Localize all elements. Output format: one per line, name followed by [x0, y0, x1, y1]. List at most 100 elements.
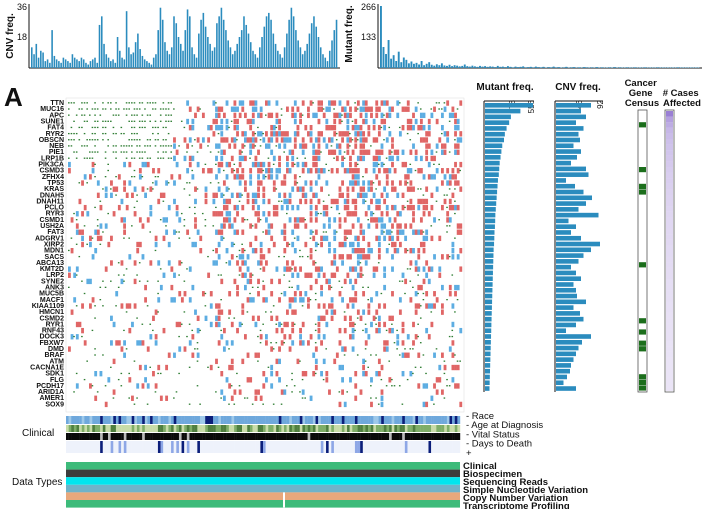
mutation-mark: [398, 354, 401, 356]
cnv-loss-cell: [454, 125, 457, 131]
cnv-loss-cell: [380, 217, 384, 223]
cnv-gain-cell: [414, 303, 418, 309]
cnv-loss-cell: [338, 149, 342, 155]
cnv-loss-cell: [454, 149, 457, 155]
cnv-gain-cell: [217, 309, 221, 315]
mutation-mark: [341, 120, 343, 122]
cnv-loss-cell: [398, 297, 402, 303]
cnv-gain-cell: [104, 266, 108, 272]
mutation-mark: [351, 120, 354, 122]
clinical-age-cell: [370, 425, 374, 432]
cnv-hist-bar: [202, 12, 205, 69]
cnv-loss-cell: [401, 149, 405, 155]
gene-label: CACNA1E: [30, 364, 64, 371]
cnv-loss-cell: [296, 272, 300, 278]
gene-label: TTN: [50, 100, 64, 107]
mutation-mark: [123, 274, 125, 276]
clinical-days-cell: [423, 441, 427, 453]
cnv-freq-bar: [556, 305, 574, 310]
cnv-gain-cell: [110, 260, 113, 266]
cnv-loss-cell: [456, 118, 460, 125]
mutation-mark: [110, 120, 112, 122]
gene-label: TP53: [47, 180, 64, 187]
cases-affected-cell: [666, 363, 673, 369]
clinical-age-cell: [302, 425, 306, 432]
cnv-freq-bar: [556, 126, 584, 131]
cnv-loss-cell: [286, 161, 289, 168]
cnv-loss-cell: [131, 321, 134, 328]
cnv-gain-cell: [222, 137, 226, 143]
clinical-age-cell: [394, 425, 398, 432]
cnv-gain-cell: [454, 112, 457, 119]
cnv-gain-cell: [456, 168, 460, 174]
cnv-gain-cell: [346, 254, 350, 260]
cnv-loss-cell: [293, 100, 297, 106]
cnv-gain-cell: [186, 229, 190, 235]
cnv-gain-cell: [291, 321, 295, 328]
mutation-mark: [110, 102, 112, 104]
cnv-gain-cell: [138, 364, 142, 371]
cnv-gain-cell: [254, 395, 258, 401]
mutation-mark: [99, 243, 102, 245]
cnv-hist-bar: [76, 59, 78, 68]
cnv-gain-cell: [385, 180, 389, 186]
mutation-mark: [241, 323, 243, 325]
cnv-gain-cell: [325, 278, 329, 285]
mutation-mark: [396, 348, 398, 350]
cnv-gain-cell: [230, 168, 234, 174]
cnv-gain-cell: [152, 371, 155, 377]
cnv-gain-cell: [241, 358, 245, 365]
clinical-vital-cell: [71, 433, 75, 440]
mutation-mark: [414, 169, 417, 172]
mutation-mark: [391, 323, 393, 325]
cnv-gain-cell: [351, 297, 355, 303]
clinical-vital-cell: [234, 433, 237, 440]
mutation-mark: [238, 274, 241, 276]
mutation-mark: [220, 397, 222, 399]
clinical-age-cell: [171, 425, 174, 432]
cnv-gain-cell: [359, 125, 363, 131]
clinical-age-cell: [150, 425, 153, 432]
clinical-days-cell: [171, 441, 174, 453]
clinical-age-cell: [113, 425, 117, 432]
clinical-days-cell: [79, 441, 82, 453]
cnv-gain-cell: [236, 260, 239, 266]
mutation-mark: [325, 348, 327, 350]
clinical-race-cell: [404, 416, 408, 424]
mutation-mark: [454, 139, 456, 141]
cnv-loss-cell: [291, 229, 295, 235]
cnv-loss-cell: [333, 217, 337, 223]
cnv-gain-cell: [380, 211, 384, 217]
cnv-gain-cell: [385, 168, 389, 174]
clinical-age-cell: [341, 425, 345, 432]
mutation-mark: [167, 145, 170, 147]
mutation-mark: [430, 108, 433, 110]
mutation-mark: [81, 145, 83, 147]
cnv-gain-cell: [267, 168, 271, 174]
mutation-mark: [325, 163, 327, 165]
mutation-mark: [385, 329, 388, 332]
cnv-loss-cell: [317, 334, 321, 340]
cnv-gain-cell: [257, 291, 260, 297]
mutation-mark: [419, 108, 422, 110]
cnv-loss-cell: [270, 364, 274, 371]
cnv-gain-cell: [320, 340, 323, 346]
mutation-mark: [251, 225, 254, 227]
cnv-gain-cell: [354, 371, 358, 377]
cnv-gain-cell: [301, 192, 305, 198]
clinical-age-cell: [176, 425, 180, 432]
clinical-age-cell: [286, 425, 290, 432]
cnv-loss-cell: [222, 395, 226, 401]
clinical-race-cell: [423, 416, 427, 424]
cnv-loss-cell: [209, 321, 213, 328]
mutation-mark: [456, 299, 459, 301]
cnv-gain-cell: [343, 278, 347, 285]
clinical-race-cell: [433, 416, 437, 424]
mutant-hist-bar: [506, 66, 509, 68]
cnv-gain-cell: [330, 198, 334, 205]
cnv-loss-cell: [272, 131, 276, 137]
clinical-days-cell: [113, 441, 117, 453]
mutation-mark: [354, 329, 356, 332]
cnv-loss-cell: [325, 106, 329, 112]
mutation-mark: [322, 108, 325, 110]
